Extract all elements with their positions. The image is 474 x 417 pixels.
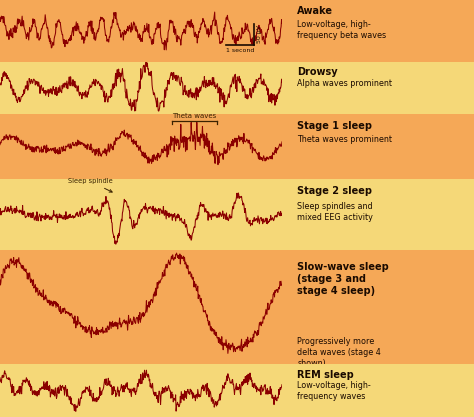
Text: Stage 1 sleep: Stage 1 sleep [297,121,373,131]
Text: Slow-wave sleep
(stage 3 and
stage 4 sleep): Slow-wave sleep (stage 3 and stage 4 sle… [297,261,389,296]
Text: Stage 2 sleep: Stage 2 sleep [297,186,373,196]
Text: REM sleep: REM sleep [297,370,354,380]
Text: Theta waves prominent: Theta waves prominent [297,135,392,144]
Text: 50 µV: 50 µV [257,25,262,43]
Text: Sleep spindles and
mixed EEG activity: Sleep spindles and mixed EEG activity [297,202,373,222]
Text: Low-voltage, high-
frequency waves: Low-voltage, high- frequency waves [297,381,371,402]
Text: Low-voltage, high-
frequency beta waves: Low-voltage, high- frequency beta waves [297,20,386,40]
Text: Theta waves: Theta waves [173,113,217,119]
Text: Awake: Awake [297,6,333,16]
Text: Alpha waves prominent: Alpha waves prominent [297,78,392,88]
Text: Progressively more
delta waves (stage 4
shown): Progressively more delta waves (stage 4 … [297,337,381,368]
Text: Drowsy: Drowsy [297,67,338,77]
Text: 1 second: 1 second [226,48,254,53]
Text: Sleep spindle: Sleep spindle [68,178,113,192]
